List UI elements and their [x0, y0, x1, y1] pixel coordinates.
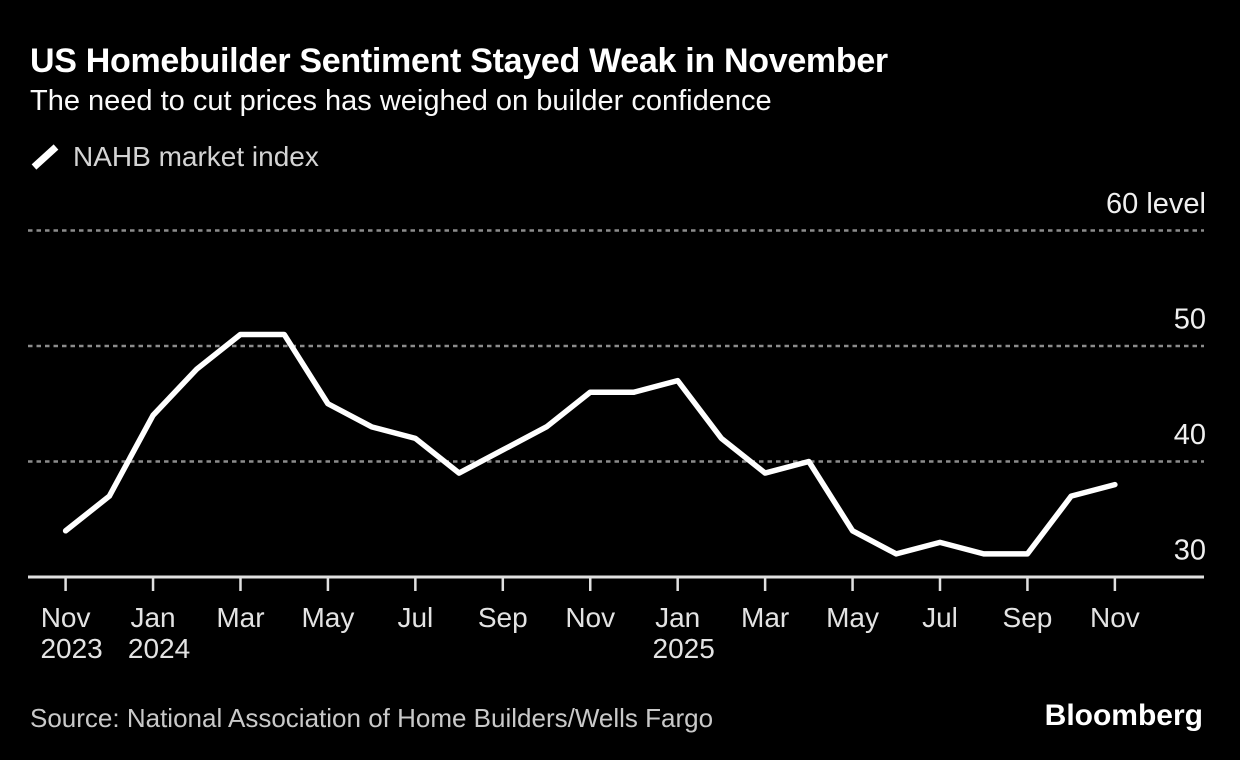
series-line-nahb-market-index	[62, 331, 1118, 557]
x-tick-label-Nov2023: Nov	[41, 602, 91, 633]
bloomberg-logo: Bloomberg	[1044, 699, 1203, 732]
x-tick-label-Jan2024: Jan	[130, 602, 175, 633]
x-tick-label-Nov: Nov	[1090, 602, 1140, 633]
x-tick-year-label-2025: 2025	[653, 633, 715, 664]
chart-subtitle: The need to cut prices has weighed on bu…	[30, 85, 772, 117]
legend-line-swatch-icon	[31, 144, 59, 170]
legend: NAHB market index	[30, 141, 319, 173]
x-tick-label-Nov: Nov	[565, 602, 615, 633]
x-tick-label-Sep: Sep	[478, 602, 528, 633]
y-axis-label-40: 40	[1174, 419, 1206, 451]
x-tick-label-May: May	[301, 602, 354, 633]
x-tick-label-Sep: Sep	[1003, 602, 1053, 633]
x-tick-label-May: May	[826, 602, 879, 633]
x-tick-year-label-2024: 2024	[128, 633, 190, 664]
y-axis-label-60: 60 level	[1106, 188, 1206, 220]
x-tick-label-Mar: Mar	[216, 602, 264, 633]
y-axis-label-30: 30	[1174, 535, 1206, 567]
x-tick-year-label-2023: 2023	[40, 633, 102, 664]
page-title: US Homebuilder Sentiment Stayed Weak in …	[30, 42, 888, 80]
x-tick-label-Mar: Mar	[741, 602, 789, 633]
x-tick-label-Jul: Jul	[922, 602, 958, 633]
y-axis-label-50: 50	[1174, 304, 1206, 336]
x-tick-label-Jul: Jul	[397, 602, 433, 633]
legend-item-label: NAHB market index	[73, 141, 319, 172]
x-tick-label-Jan2025: Jan	[655, 602, 700, 633]
legend-swatch-line	[31, 144, 59, 170]
source-attribution: Source: National Association of Home Bui…	[30, 703, 714, 733]
